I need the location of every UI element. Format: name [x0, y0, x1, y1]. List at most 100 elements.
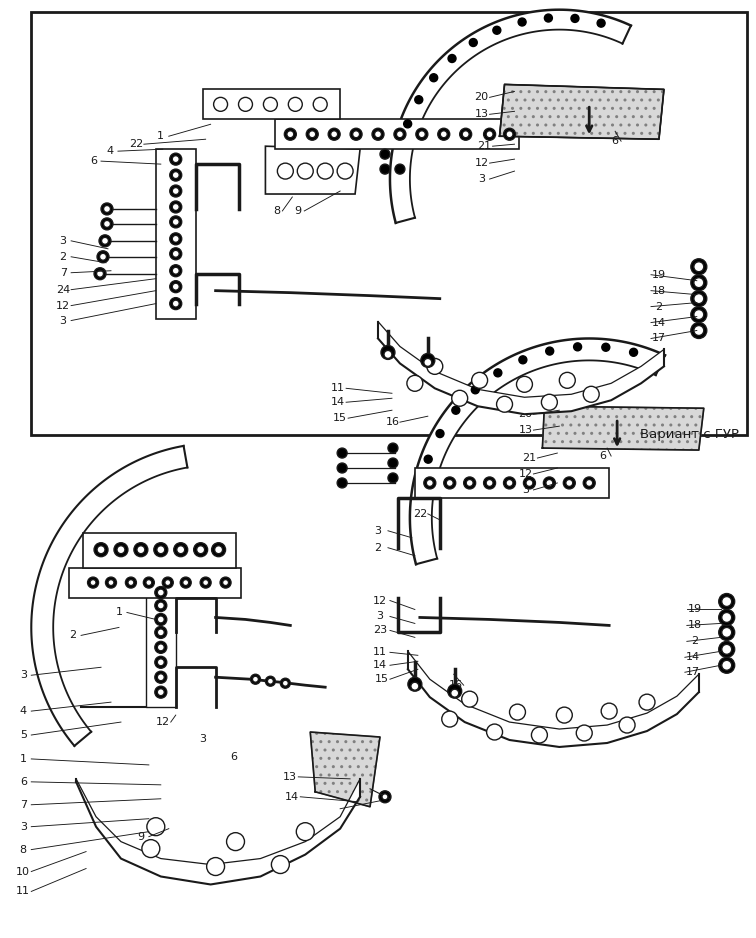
Circle shape — [503, 129, 516, 140]
Circle shape — [94, 543, 108, 556]
Text: 17: 17 — [686, 667, 700, 677]
Text: 3: 3 — [20, 822, 26, 832]
Text: 14: 14 — [686, 652, 700, 662]
Text: 9: 9 — [295, 206, 302, 216]
Circle shape — [694, 294, 704, 304]
Circle shape — [157, 602, 164, 609]
Circle shape — [157, 643, 164, 651]
Circle shape — [462, 691, 478, 707]
Circle shape — [381, 345, 395, 359]
Circle shape — [493, 26, 500, 35]
Circle shape — [380, 149, 390, 159]
Circle shape — [101, 237, 109, 244]
Circle shape — [484, 129, 496, 140]
Circle shape — [172, 300, 179, 307]
Polygon shape — [265, 146, 360, 194]
Circle shape — [518, 18, 526, 26]
Circle shape — [694, 262, 704, 272]
Text: 13: 13 — [284, 772, 297, 782]
Text: 21: 21 — [478, 142, 491, 151]
Circle shape — [134, 543, 148, 556]
Polygon shape — [500, 84, 664, 139]
Circle shape — [180, 577, 191, 588]
Text: 16: 16 — [386, 417, 400, 427]
Circle shape — [170, 265, 181, 277]
Text: 17: 17 — [652, 334, 666, 343]
Text: 15: 15 — [333, 413, 347, 423]
Text: 3: 3 — [376, 612, 383, 622]
Circle shape — [177, 546, 184, 553]
Circle shape — [563, 477, 575, 489]
Circle shape — [694, 278, 704, 288]
Circle shape — [541, 394, 557, 410]
Circle shape — [265, 676, 275, 687]
Circle shape — [155, 672, 167, 683]
Text: Вариант с ГУР: Вариант с ГУР — [640, 428, 739, 441]
Circle shape — [170, 297, 181, 310]
Circle shape — [104, 205, 110, 212]
Circle shape — [296, 823, 314, 840]
Circle shape — [394, 129, 406, 140]
Circle shape — [352, 130, 360, 138]
Polygon shape — [146, 578, 175, 707]
Circle shape — [486, 479, 493, 487]
Circle shape — [583, 477, 595, 489]
Text: 11: 11 — [331, 384, 345, 393]
Circle shape — [722, 597, 732, 607]
Text: 12: 12 — [156, 717, 170, 727]
Text: 1: 1 — [157, 131, 164, 142]
Circle shape — [172, 188, 179, 194]
Text: 2: 2 — [70, 630, 76, 641]
Circle shape — [212, 543, 225, 556]
Text: 4: 4 — [20, 706, 27, 716]
Circle shape — [104, 220, 110, 227]
Circle shape — [144, 577, 154, 588]
Circle shape — [253, 676, 259, 682]
Circle shape — [155, 642, 167, 654]
Circle shape — [88, 577, 98, 588]
Circle shape — [222, 580, 228, 585]
Circle shape — [471, 386, 479, 394]
Circle shape — [142, 840, 160, 857]
Circle shape — [451, 689, 459, 697]
Text: 22: 22 — [129, 139, 143, 149]
Circle shape — [174, 543, 187, 556]
Circle shape — [157, 616, 164, 623]
Circle shape — [694, 325, 704, 336]
Text: 7: 7 — [20, 800, 27, 809]
Circle shape — [170, 169, 181, 181]
Text: 12: 12 — [373, 596, 387, 606]
Circle shape — [97, 546, 105, 553]
Circle shape — [170, 216, 181, 228]
Circle shape — [153, 543, 168, 556]
Polygon shape — [203, 89, 340, 119]
Polygon shape — [310, 732, 380, 807]
Text: 20: 20 — [475, 92, 488, 102]
Circle shape — [117, 546, 125, 553]
Circle shape — [722, 644, 732, 655]
Circle shape — [691, 291, 707, 307]
Circle shape — [146, 580, 152, 585]
Circle shape — [497, 396, 513, 412]
Circle shape — [328, 129, 340, 140]
Circle shape — [337, 463, 347, 473]
Text: 3: 3 — [199, 734, 206, 744]
Circle shape — [337, 478, 347, 488]
Polygon shape — [415, 468, 609, 498]
Circle shape — [379, 791, 391, 803]
Text: 2: 2 — [374, 543, 382, 552]
Polygon shape — [156, 149, 196, 319]
Circle shape — [284, 129, 296, 140]
Text: 4: 4 — [107, 146, 113, 156]
Circle shape — [308, 130, 316, 138]
Text: 24: 24 — [56, 284, 70, 295]
Text: 2: 2 — [691, 636, 699, 646]
Text: 16: 16 — [449, 680, 463, 690]
Circle shape — [157, 589, 164, 596]
Circle shape — [114, 543, 128, 556]
Circle shape — [374, 130, 382, 138]
Polygon shape — [408, 651, 699, 747]
Circle shape — [601, 704, 617, 719]
Circle shape — [155, 657, 167, 668]
Text: 2: 2 — [60, 251, 67, 262]
